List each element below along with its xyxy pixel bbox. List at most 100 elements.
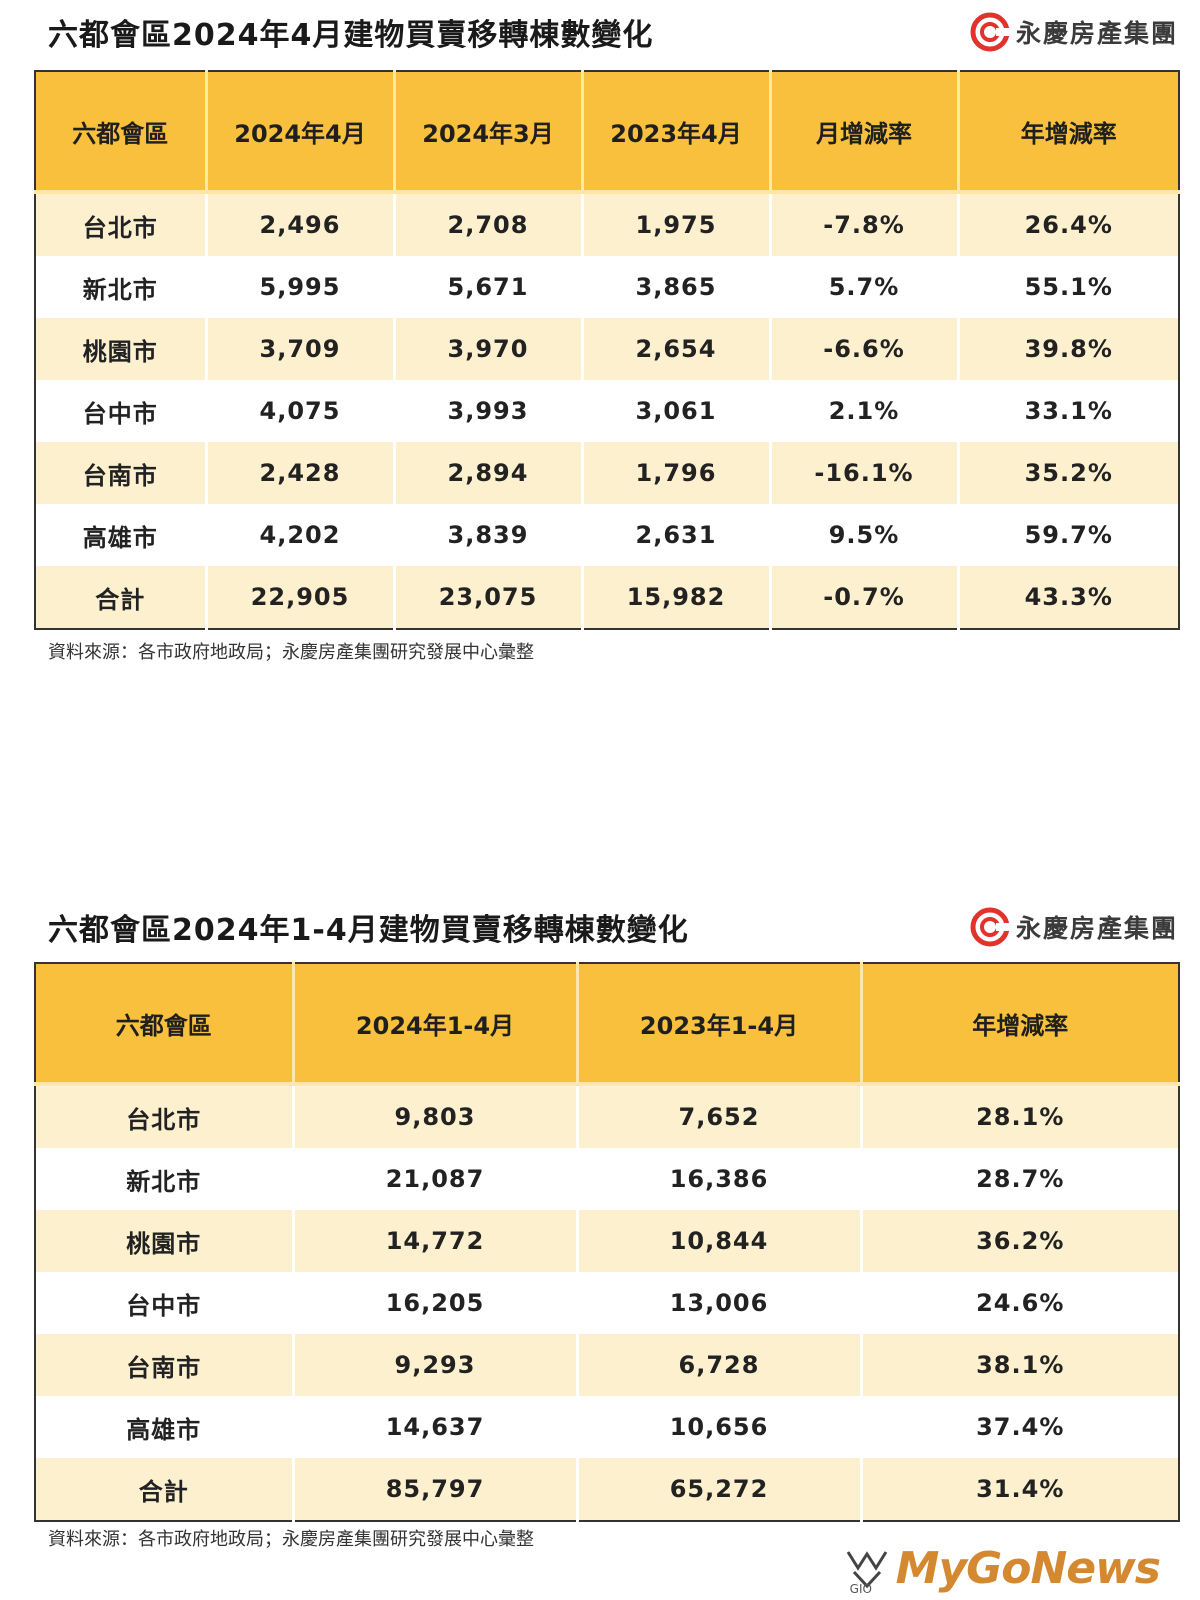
table-header-row: 六都會區 2024年4月 2024年3月 2023年4月 月增減率 年增減率 xyxy=(35,71,1179,194)
value-cell: 28.7% xyxy=(861,1148,1179,1210)
column-header: 2023年4月 xyxy=(582,71,772,194)
mygonews-logo-icon xyxy=(846,1551,887,1589)
value-cell: -6.6% xyxy=(770,318,960,380)
value-cell: 3,839 xyxy=(394,504,584,566)
value-cell: 37.4% xyxy=(861,1396,1179,1458)
value-cell: 2,894 xyxy=(394,442,584,504)
value-cell: 3,061 xyxy=(582,380,772,442)
column-header: 2024年3月 xyxy=(394,71,584,194)
ytd-section: 六都會區2024年1-4月建物買賣移轉棟數變化 永慶房產集團 六都會區 2024年… xyxy=(0,905,1200,1595)
value-cell: 5,671 xyxy=(394,256,584,318)
table-row: 台中市 16,205 13,006 24.6% xyxy=(35,1272,1179,1334)
value-cell: 9,803 xyxy=(293,1084,579,1148)
watermark-sub: GIO xyxy=(849,1582,872,1596)
city-cell: 桃園市 xyxy=(35,1210,295,1272)
brand-name: 永慶房產集團 xyxy=(1015,19,1178,48)
total-row: 合計 22,905 23,075 15,982 -0.7% 43.3% xyxy=(35,566,1179,629)
value-cell: 59.7% xyxy=(958,504,1179,566)
value-cell: 28.1% xyxy=(861,1084,1179,1148)
column-header: 2024年4月 xyxy=(206,71,396,194)
value-cell: 1,796 xyxy=(582,442,772,504)
city-cell: 高雄市 xyxy=(35,504,208,566)
column-header: 2023年1-4月 xyxy=(577,963,863,1086)
value-cell: 85,797 xyxy=(293,1458,579,1521)
value-cell: 3,709 xyxy=(206,318,396,380)
brand-logo: 永慶房產集團 xyxy=(970,905,1178,949)
table-row: 新北市 21,087 16,386 28.7% xyxy=(35,1148,1179,1210)
value-cell: 10,656 xyxy=(577,1396,863,1458)
source-note: 資料來源：各市政府地政局；永慶房產集團研究發展中心彙整 xyxy=(48,1529,534,1550)
value-cell: -7.8% xyxy=(770,192,960,256)
value-cell: 9.5% xyxy=(770,504,960,566)
table-row: 桃園市 3,709 3,970 2,654 -6.6% 39.8% xyxy=(35,318,1179,380)
table-row: 新北市 5,995 5,671 3,865 5.7% 55.1% xyxy=(35,256,1179,318)
value-cell: 5.7% xyxy=(770,256,960,318)
city-cell: 高雄市 xyxy=(35,1396,295,1458)
city-cell: 台南市 xyxy=(35,442,208,504)
value-cell: 5,995 xyxy=(206,256,396,318)
value-cell: 65,272 xyxy=(577,1458,863,1521)
watermark-text: MyGoNews xyxy=(895,1543,1161,1594)
table-row: 台南市 2,428 2,894 1,796 -16.1% 35.2% xyxy=(35,442,1179,504)
city-cell: 合計 xyxy=(35,1458,295,1521)
value-cell: 7,652 xyxy=(577,1084,863,1148)
city-cell: 桃園市 xyxy=(35,318,208,380)
column-header: 年增減率 xyxy=(958,71,1179,194)
city-cell: 台南市 xyxy=(35,1334,295,1396)
value-cell: 3,970 xyxy=(394,318,584,380)
table-row: 台中市 4,075 3,993 3,061 2.1% 33.1% xyxy=(35,380,1179,442)
value-cell: 6,728 xyxy=(577,1334,863,1396)
value-cell: 39.8% xyxy=(958,318,1179,380)
column-header: 2024年1-4月 xyxy=(293,963,579,1086)
table-row: 台北市 9,803 7,652 28.1% xyxy=(35,1084,1179,1148)
city-cell: 新北市 xyxy=(35,1148,295,1210)
value-cell: 2,708 xyxy=(394,192,584,256)
value-cell: 3,993 xyxy=(394,380,584,442)
value-cell: 23,075 xyxy=(394,566,584,629)
value-cell: 33.1% xyxy=(958,380,1179,442)
value-cell: 2,496 xyxy=(206,192,396,256)
value-cell: 36.2% xyxy=(861,1210,1179,1272)
value-cell: 38.1% xyxy=(861,1334,1179,1396)
table-row: 台北市 2,496 2,708 1,975 -7.8% 26.4% xyxy=(35,192,1179,256)
yungching-logo-icon xyxy=(970,12,1010,52)
column-header: 六都會區 xyxy=(35,963,295,1086)
value-cell: 10,844 xyxy=(577,1210,863,1272)
value-cell: 13,006 xyxy=(577,1272,863,1334)
value-cell: 43.3% xyxy=(958,566,1179,629)
value-cell: 2,631 xyxy=(582,504,772,566)
table1-title: 六都會區2024年4月建物買賣移轉棟數變化 xyxy=(48,18,654,53)
value-cell: 4,075 xyxy=(206,380,396,442)
monthly-section: 六都會區2024年4月建物買賣移轉棟數變化 永慶房產集團 六都會區 2024年4月… xyxy=(0,0,1200,680)
source-note: 資料來源：各市政府地政局；永慶房產集團研究發展中心彙整 xyxy=(48,642,534,663)
city-cell: 合計 xyxy=(35,566,208,629)
brand-logo: 永慶房產集團 xyxy=(970,10,1178,54)
value-cell: 26.4% xyxy=(958,192,1179,256)
value-cell: 24.6% xyxy=(861,1272,1179,1334)
ytd-table: 六都會區 2024年1-4月 2023年1-4月 年增減率 台北市 9,803 7,652… xyxy=(34,962,1180,1522)
total-row: 合計 85,797 65,272 31.4% xyxy=(35,1458,1179,1521)
value-cell: 31.4% xyxy=(861,1458,1179,1521)
monthly-table: 六都會區 2024年4月 2024年3月 2023年4月 月增減率 年增減率 台北市 2,4… xyxy=(34,70,1180,630)
column-header: 六都會區 xyxy=(35,71,208,194)
city-cell: 台北市 xyxy=(35,192,208,256)
value-cell: 14,772 xyxy=(293,1210,579,1272)
value-cell: 2,428 xyxy=(206,442,396,504)
value-cell: -16.1% xyxy=(770,442,960,504)
city-cell: 新北市 xyxy=(35,256,208,318)
table2-title: 六都會區2024年1-4月建物買賣移轉棟數變化 xyxy=(48,913,689,948)
table-header-row: 六都會區 2024年1-4月 2023年1-4月 年增減率 xyxy=(35,963,1179,1086)
value-cell: 1,975 xyxy=(582,192,772,256)
value-cell: 55.1% xyxy=(958,256,1179,318)
column-header: 月增減率 xyxy=(770,71,960,194)
value-cell: 2.1% xyxy=(770,380,960,442)
city-cell: 台北市 xyxy=(35,1084,295,1148)
value-cell: 4,202 xyxy=(206,504,396,566)
value-cell: 16,386 xyxy=(577,1148,863,1210)
table-row: 高雄市 4,202 3,839 2,631 9.5% 59.7% xyxy=(35,504,1179,566)
value-cell: 16,205 xyxy=(293,1272,579,1334)
value-cell: 9,293 xyxy=(293,1334,579,1396)
table-row: 高雄市 14,637 10,656 37.4% xyxy=(35,1396,1179,1458)
value-cell: 3,865 xyxy=(582,256,772,318)
value-cell: 2,654 xyxy=(582,318,772,380)
